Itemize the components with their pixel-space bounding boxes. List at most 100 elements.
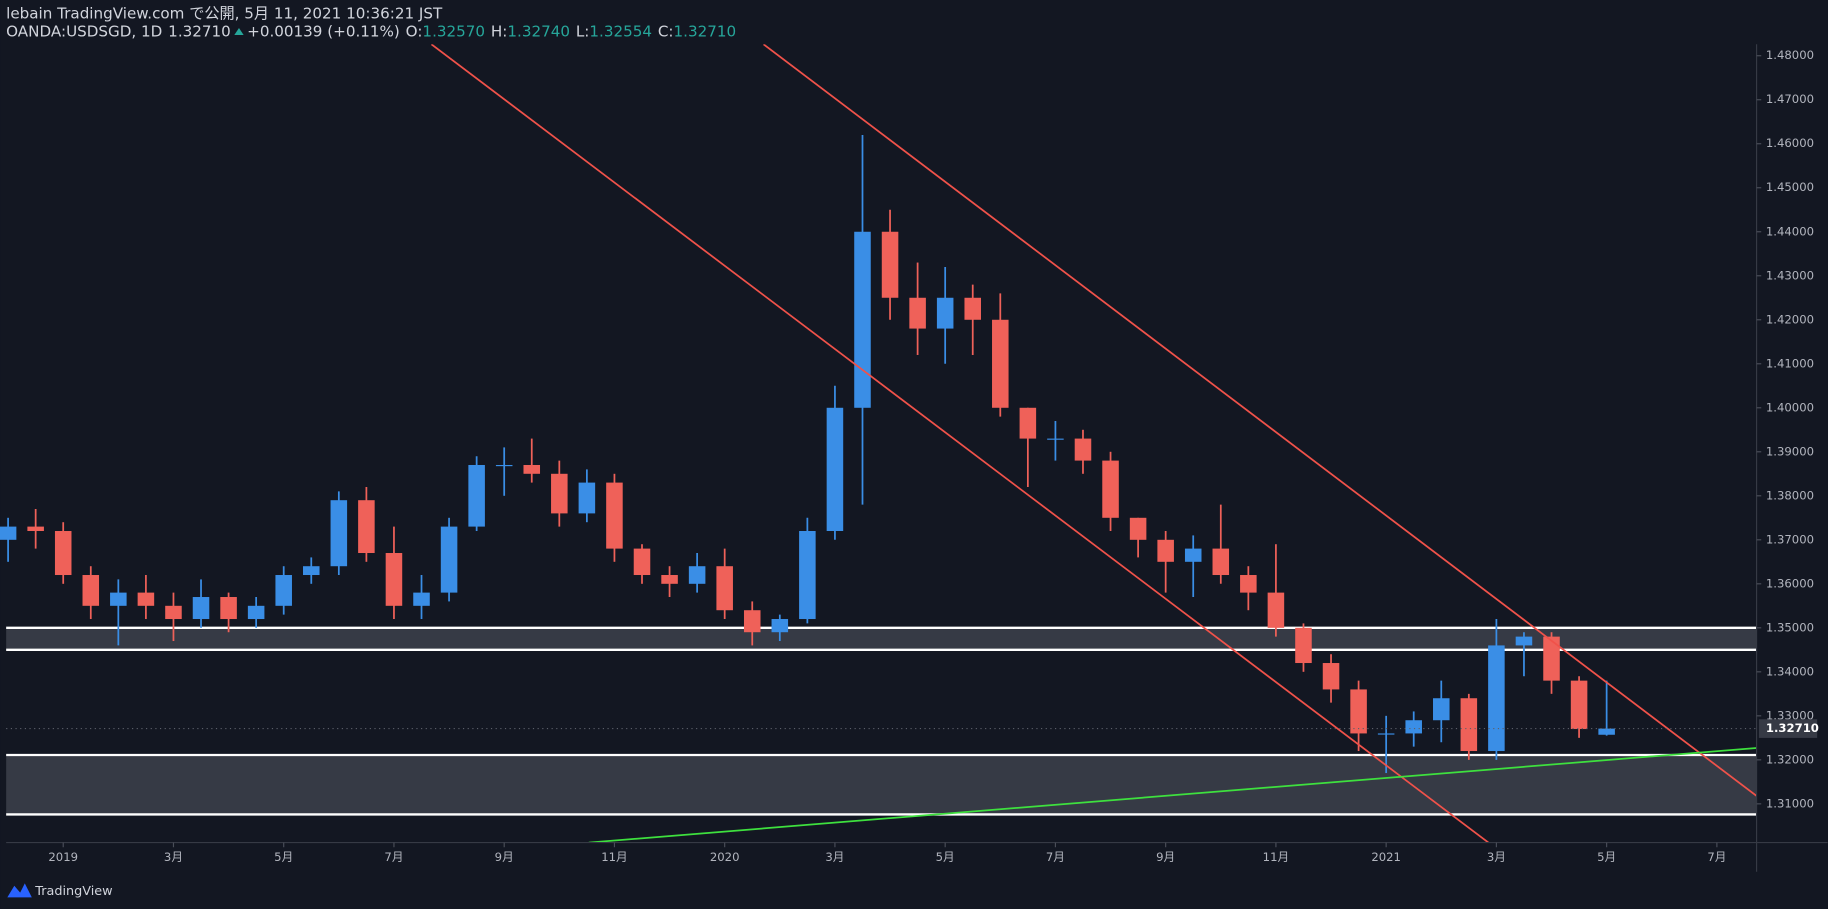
x-tick-label: 9月 xyxy=(1156,850,1175,864)
x-tick-label: 11月 xyxy=(1263,850,1289,864)
x-tick-label: 2019 xyxy=(48,850,78,864)
candle-body xyxy=(743,610,761,633)
candle-body xyxy=(909,297,926,329)
candle-body xyxy=(1598,728,1615,735)
candle-body xyxy=(1515,636,1533,646)
candle-body xyxy=(1212,548,1230,576)
candle-body xyxy=(688,566,706,584)
x-tick-label: 3月 xyxy=(164,850,183,864)
open-label: O: xyxy=(406,22,423,40)
candle-body xyxy=(633,548,651,576)
candle-body xyxy=(1074,438,1092,461)
y-tick-label: 1.38000 xyxy=(1766,488,1814,502)
trendline xyxy=(763,44,1757,797)
change: +0.00139 (+0.11%) xyxy=(247,22,400,40)
plot xyxy=(0,44,1757,843)
candle-body xyxy=(1157,539,1174,562)
last-price-label: 1.32710 xyxy=(1766,721,1819,735)
candle-body xyxy=(1543,636,1560,681)
x-tick-label: 2020 xyxy=(710,850,740,864)
candle-body xyxy=(1350,689,1367,734)
candle-body xyxy=(54,531,72,576)
candle-body xyxy=(881,231,899,298)
candle-body xyxy=(1322,663,1340,690)
candle-body xyxy=(1267,592,1285,628)
close-label: C: xyxy=(658,22,674,40)
y-tick-label: 1.41000 xyxy=(1766,356,1814,370)
candle-body xyxy=(275,575,292,606)
x-tick-label: 3月 xyxy=(825,850,844,864)
low-label: L: xyxy=(576,22,590,40)
candle-body xyxy=(1460,698,1478,752)
x-tick-label: 5月 xyxy=(936,850,955,864)
candle-body xyxy=(716,566,733,611)
x-tick-label: 5月 xyxy=(274,850,293,864)
candle-body xyxy=(606,482,623,549)
candle-body xyxy=(1295,627,1312,664)
candle-body xyxy=(137,592,155,606)
last-price-box xyxy=(1758,719,1818,738)
candle-body xyxy=(1570,680,1588,730)
candle-body xyxy=(1488,645,1505,752)
x-tick-label: 9月 xyxy=(495,850,514,864)
candle-body xyxy=(826,407,844,532)
y-tick-label: 1.35000 xyxy=(1766,620,1814,634)
y-tick-label: 1.44000 xyxy=(1766,224,1814,238)
high-label: H: xyxy=(491,22,508,40)
y-tick-label: 1.40000 xyxy=(1766,400,1814,414)
x-tick-label: 7月 xyxy=(1707,850,1726,864)
candle-body xyxy=(1019,407,1037,439)
candle-body xyxy=(1433,698,1450,721)
y-tick-label: 1.31000 xyxy=(1766,796,1814,810)
publish-info: lebain TradingView.com で公開, 5月 11, 2021 … xyxy=(6,4,443,22)
candle-body xyxy=(1047,438,1064,440)
x-tick-label: 2021 xyxy=(1371,850,1401,864)
candle-body xyxy=(936,297,954,329)
candle-body xyxy=(82,575,100,606)
candle-body xyxy=(468,464,485,527)
candle-body xyxy=(1240,575,1257,593)
candle-body xyxy=(302,566,320,576)
candle-body xyxy=(192,597,210,620)
low-value: 1.32554 xyxy=(589,22,652,40)
candle-body xyxy=(358,500,375,554)
y-tick-label: 1.43000 xyxy=(1766,268,1814,282)
y-tick-label: 1.33000 xyxy=(1766,708,1814,722)
y-tick-label: 1.42000 xyxy=(1766,312,1814,326)
y-tick-label: 1.34000 xyxy=(1766,664,1814,678)
zone xyxy=(6,627,1757,650)
zone xyxy=(6,754,1757,815)
candle-body xyxy=(110,592,127,606)
y-tick-label: 1.37000 xyxy=(1766,532,1814,546)
candle-body xyxy=(799,531,816,620)
candle-body xyxy=(0,526,17,540)
candle-body xyxy=(854,231,871,408)
candle-body xyxy=(413,592,430,606)
close-value: 1.32710 xyxy=(674,22,737,40)
candle-body xyxy=(247,605,265,620)
high-value: 1.32740 xyxy=(507,22,570,40)
candle-body xyxy=(964,297,982,320)
candle-body xyxy=(27,526,44,532)
candle-body xyxy=(1377,733,1395,735)
up-arrow-icon xyxy=(234,27,244,35)
y-tick-label: 1.45000 xyxy=(1766,180,1814,194)
candle-body xyxy=(1405,720,1422,734)
candle-body xyxy=(661,575,678,584)
ohlc-legend: OANDA:USDSGD, 1D 1.32710 +0.00139 (+0.11%)… xyxy=(6,22,736,40)
x-tick-label: 7月 xyxy=(384,850,403,864)
candle-body xyxy=(523,464,541,474)
candle-body xyxy=(220,597,237,620)
y-tick-label: 1.46000 xyxy=(1766,136,1814,150)
y-tick-label: 1.32000 xyxy=(1766,752,1814,766)
candle-body xyxy=(1184,548,1202,562)
logo[interactable] xyxy=(7,883,32,898)
x-tick-label: 11月 xyxy=(601,850,627,864)
candle-body xyxy=(495,464,513,467)
x-tick-label: 3月 xyxy=(1487,850,1506,864)
trendline xyxy=(430,44,1489,843)
brand[interactable]: TradingView xyxy=(34,884,112,899)
